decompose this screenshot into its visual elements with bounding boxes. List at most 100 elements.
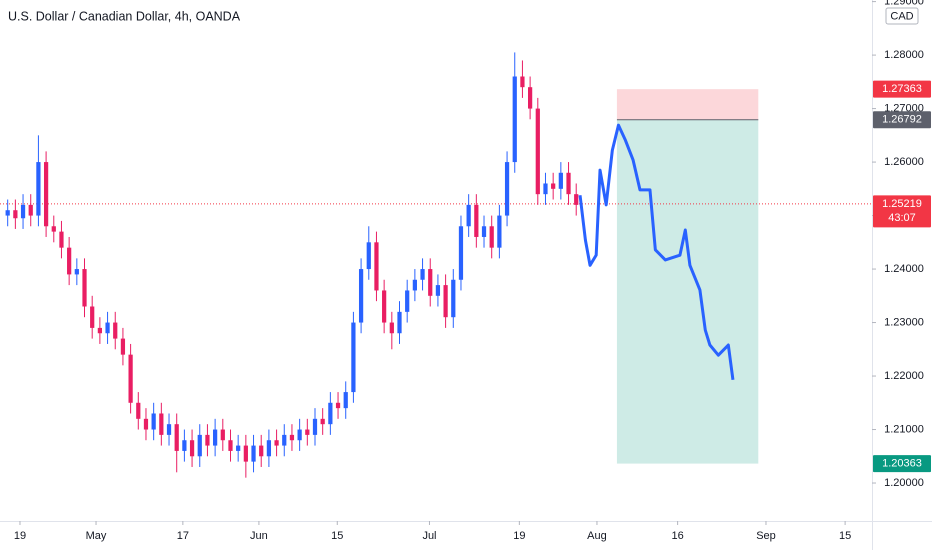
x-tick-label: 16: [671, 530, 683, 542]
candle-body: [351, 322, 356, 393]
candle-body: [474, 204, 479, 237]
currency-label: CAD: [890, 10, 913, 22]
candle-body: [451, 279, 456, 318]
y-tick-label: 1.23000: [884, 316, 924, 328]
price-tag-label: 1.20363: [882, 458, 922, 470]
x-tick-label: 15: [839, 530, 851, 542]
candle-body: [282, 434, 287, 446]
candle-body: [236, 445, 241, 451]
candle-body: [159, 413, 164, 435]
candle-body: [174, 424, 179, 451]
candle-body: [205, 434, 210, 446]
candle-body: [551, 183, 556, 189]
x-tick-label: Aug: [587, 530, 607, 542]
candle-body: [297, 429, 302, 441]
candle-body: [528, 87, 533, 109]
candle-body: [412, 279, 417, 291]
price-tag-label: 1.25219: [882, 198, 922, 210]
candle-body: [266, 440, 272, 457]
candle-body: [543, 183, 548, 195]
candle-body: [113, 322, 118, 339]
candle-body: [36, 162, 41, 216]
y-tick-label: 1.29000: [884, 0, 924, 8]
price-tag-label: 1.26792: [882, 114, 922, 126]
x-tick-label: Jul: [422, 530, 436, 542]
y-tick-label: 1.21000: [884, 423, 924, 435]
candle-body: [197, 434, 202, 457]
y-tick-label: 1.26000: [884, 156, 924, 168]
candle-body: [259, 445, 264, 457]
currency-box: [885, 7, 919, 25]
candle-body: [443, 285, 448, 318]
candle-body: [405, 290, 410, 312]
candle-body: [458, 226, 464, 280]
candle-body: [335, 402, 341, 409]
y-tick-label: 1.24000: [884, 263, 924, 275]
candle-body: [274, 440, 279, 446]
candle-body: [213, 429, 218, 446]
candle-body: [28, 204, 33, 216]
candle-body: [90, 306, 95, 328]
candle-body: [535, 108, 540, 195]
price-tag: [873, 455, 931, 473]
candle-body: [504, 162, 510, 216]
candle-body: [20, 204, 26, 219]
candle-body: [320, 418, 325, 425]
candle-body: [520, 76, 525, 88]
candle-body: [13, 210, 18, 219]
candle-body: [312, 418, 318, 435]
candle-body: [512, 76, 517, 163]
candle-body: [397, 311, 402, 334]
x-tick-label: Jun: [250, 530, 268, 542]
price-tag: [873, 111, 931, 129]
candle-body: [151, 413, 156, 430]
candle-body: [166, 424, 172, 435]
candle-body: [136, 402, 141, 419]
x-tick-label: 19: [14, 530, 26, 542]
candle-body: [59, 231, 64, 248]
candle-body: [497, 215, 502, 248]
x-tick-label: 17: [177, 530, 189, 542]
y-tick-label: 1.28000: [884, 49, 924, 61]
candle-body: [220, 429, 225, 441]
candle-body: [43, 162, 49, 227]
target-zone: [616, 119, 759, 464]
candle-body: [251, 445, 256, 462]
candle-body: [82, 269, 87, 307]
candle-body: [305, 429, 310, 435]
x-tick-label: 15: [331, 530, 343, 542]
candle-body: [51, 226, 56, 232]
candle-body: [228, 440, 233, 451]
candle-body: [420, 269, 425, 280]
candle-body: [374, 242, 379, 291]
candle-body: [128, 354, 133, 403]
candle-body: [120, 338, 126, 355]
candle-body: [574, 194, 579, 205]
candle-body: [189, 440, 195, 457]
x-tick-label: May: [86, 530, 107, 542]
countdown-label: 43:07: [888, 212, 916, 224]
candle-body: [428, 269, 433, 296]
candle-body: [5, 210, 10, 216]
candle-body: [435, 285, 441, 296]
projection-line: [578, 123, 735, 380]
price-tag: [873, 195, 931, 228]
candle-body: [489, 226, 494, 248]
candle-body: [466, 204, 471, 227]
y-tick-label: 1.20000: [884, 477, 924, 489]
candle-body: [358, 269, 364, 323]
stop-zone: [616, 89, 759, 120]
y-tick-label: 1.22000: [884, 370, 924, 382]
plot-area: [0, 52, 872, 478]
x-tick-label: 19: [513, 530, 525, 542]
chart-title: U.S. Dollar / Canadian Dollar, 4h, OANDA: [8, 9, 241, 23]
candle-body: [74, 269, 79, 275]
candle-body: [289, 434, 295, 441]
candle-body: [389, 322, 394, 334]
price-tag-label: 1.27363: [882, 83, 922, 95]
price-tag: [873, 80, 931, 98]
candle-body: [566, 172, 571, 195]
x-tick-label: Sep: [756, 530, 776, 542]
